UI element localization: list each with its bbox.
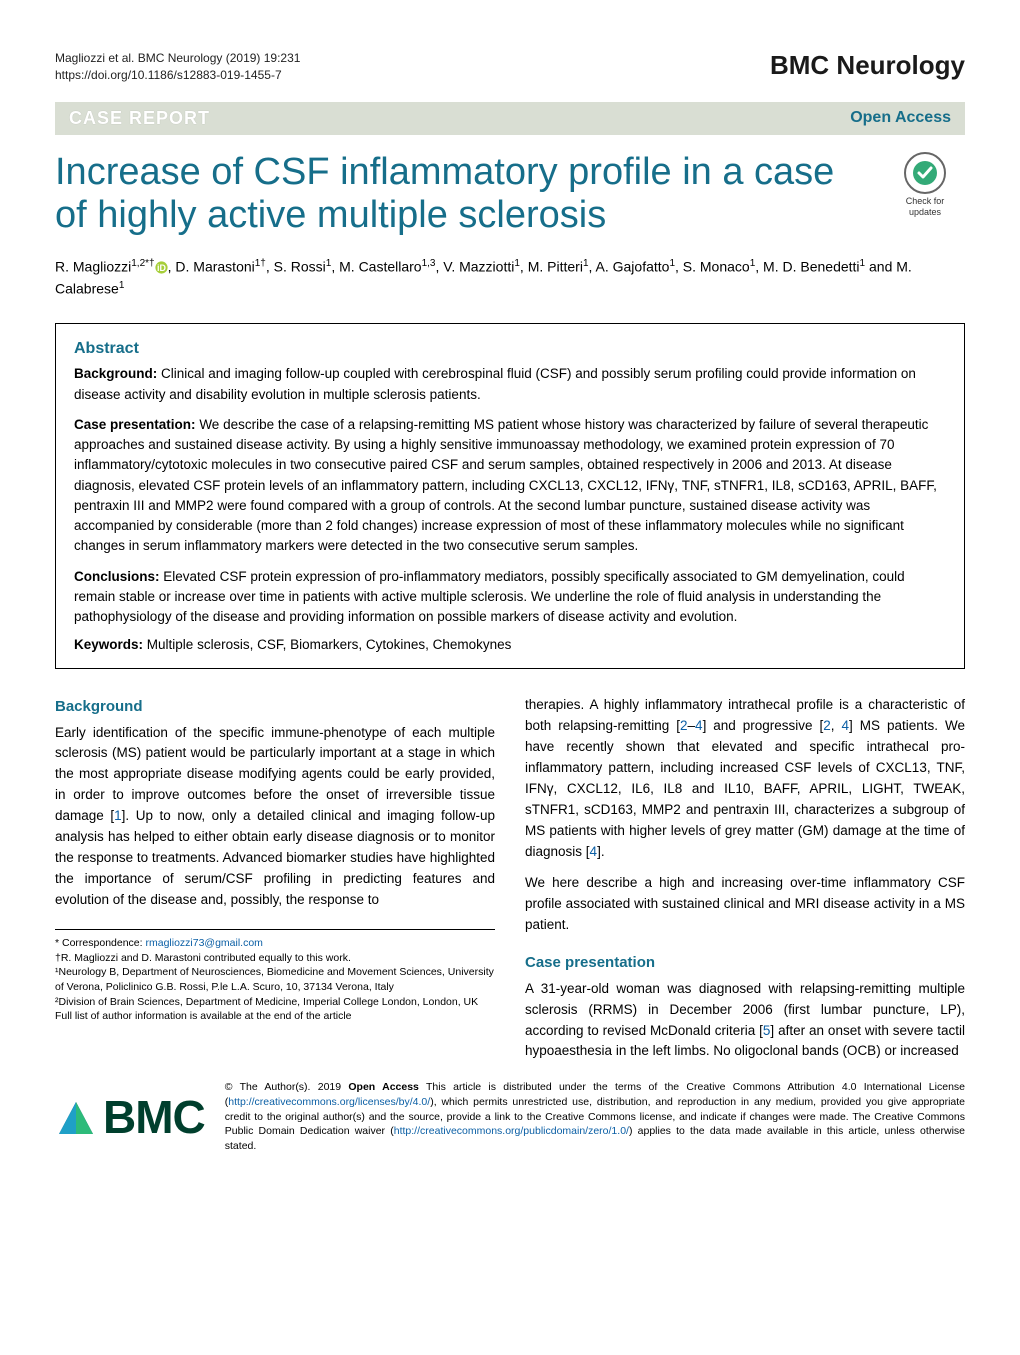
rp1c: ] MS patients. We have recently shown th… [525,718,965,859]
ref-2a[interactable]: 2 [680,718,688,733]
bmc-logo-text: BMC [103,1090,205,1144]
abstract-background-text: Clinical and imaging follow-up coupled w… [74,366,916,401]
abstract-keywords: Keywords: Multiple sclerosis, CSF, Bioma… [74,637,946,652]
cc0-link[interactable]: http://creativecommons.org/publicdomain/… [394,1125,629,1137]
check-updates-badge[interactable]: Check for updates [885,151,965,219]
dash: – [688,718,696,733]
right-para-1: therapies. A highly inflammatory intrath… [525,695,965,862]
right-para-3: A 31-year-old woman was diagnosed with r… [525,979,965,1063]
background-heading: Background [55,695,495,718]
left-column: Background Early identification of the s… [55,695,495,1062]
abstract-conclusions-text: Elevated CSF protein expression of pro-i… [74,569,905,625]
bmc-logo: BMC [55,1090,205,1144]
abstract-conclusions: Conclusions: Elevated CSF protein expres… [74,567,946,628]
abstract-background-label: Background: [74,366,157,381]
header-meta: Magliozzi et al. BMC Neurology (2019) 19… [55,50,300,84]
abstract-case-text: We describe the case of a relapsing-remi… [74,417,937,554]
bmc-triangle-icon [55,1096,97,1138]
bg-text-b: ]. Up to now, only a detailed clinical a… [55,808,495,907]
abstract-case-label: Case presentation: [74,417,196,432]
cc-by-link[interactable]: http://creativecommons.org/licenses/by/4… [228,1096,430,1108]
affiliation-1: ¹Neurology B, Department of Neuroscience… [55,965,495,994]
abstract-box: Abstract Background: Clinical and imagin… [55,323,965,669]
orcid-icon[interactable]: iD [155,261,168,274]
svg-text:iD: iD [157,263,166,273]
right-column: therapies. A highly inflammatory intrath… [525,695,965,1062]
rp1d: ]. [597,844,605,859]
header-row: Magliozzi et al. BMC Neurology (2019) 19… [55,50,965,84]
equal-contrib: †R. Magliozzi and D. Marastoni contribut… [55,951,495,966]
abstract-conclusions-label: Conclusions: [74,569,160,584]
background-paragraph: Early identification of the specific imm… [55,723,495,911]
comma: , [831,718,842,733]
ref-1[interactable]: 1 [114,808,122,823]
correspondence-label: * Correspondence: [55,937,145,949]
affiliation-2: ²Division of Brain Sciences, Department … [55,995,495,1010]
oa-a: © The Author(s). 2019 [225,1081,349,1093]
correspondence-line: * Correspondence: rmagliozzi73@gmail.com [55,936,495,951]
keywords-text: Multiple sclerosis, CSF, Biomarkers, Cyt… [147,637,512,652]
check-updates-text-1: Check for [885,197,965,207]
oa-bold: Open Access [348,1081,419,1093]
crossmark-icon [903,151,947,195]
journal-logo: BMC Neurology [770,50,965,81]
abstract-case: Case presentation: We describe the case … [74,415,946,557]
ref-2b[interactable]: 2 [823,718,831,733]
case-presentation-heading: Case presentation [525,951,965,974]
right-para-2: We here describe a high and increasing o… [525,873,965,936]
abstract-heading: Abstract [74,340,946,358]
full-author-info: Full list of author information is avail… [55,1009,495,1024]
article-title: Increase of CSF inflammatory profile in … [55,151,869,238]
citation-line: Magliozzi et al. BMC Neurology (2019) 19… [55,50,300,67]
rp1b: ] and progressive [ [703,718,824,733]
footnotes: * Correspondence: rmagliozzi73@gmail.com… [55,929,495,1024]
section-type-label: CASE REPORT [69,108,210,129]
open-access-statement: © The Author(s). 2019 Open Access This a… [225,1080,965,1153]
ref-4b[interactable]: 4 [842,718,850,733]
footer-band: BMC © The Author(s). 2019 Open Access Th… [55,1080,965,1153]
ref-4a[interactable]: 4 [695,718,703,733]
open-access-label: Open Access [850,109,951,127]
authors-line: R. Magliozzi1,2*†iD, D. Marastoni1†, S. … [55,256,965,299]
abstract-background: Background: Clinical and imaging follow-… [74,364,946,405]
title-row: Increase of CSF inflammatory profile in … [55,145,965,256]
doi-line: https://doi.org/10.1186/s12883-019-1455-… [55,67,300,84]
keywords-label: Keywords: [74,637,143,652]
body-columns: Background Early identification of the s… [55,695,965,1062]
ref-4c[interactable]: 4 [590,844,598,859]
correspondence-email[interactable]: rmagliozzi73@gmail.com [145,937,262,949]
section-type-bar: CASE REPORT Open Access [55,102,965,135]
check-updates-text-2: updates [885,208,965,218]
